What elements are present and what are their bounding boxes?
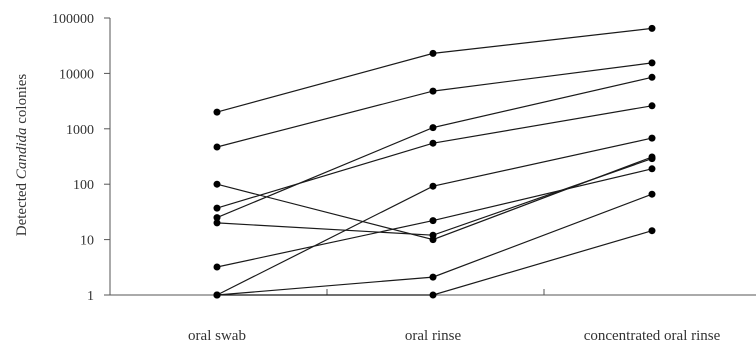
- category-labels: oral swab oral rinse concentrated oral rin…: [188, 328, 721, 344]
- data-point: [648, 190, 656, 198]
- data-point: [429, 273, 437, 281]
- data-point: [213, 108, 221, 116]
- y-axis-label-italic: Candida: [14, 128, 30, 180]
- data-point: [429, 291, 437, 299]
- data-point: [648, 227, 656, 235]
- data-point: [213, 263, 221, 271]
- category-label: oral rinse: [405, 328, 462, 344]
- data-point: [213, 219, 221, 227]
- data-point: [648, 165, 656, 173]
- data-point: [429, 49, 437, 57]
- data-point: [429, 231, 437, 239]
- y-tick-label: 10000: [59, 67, 94, 82]
- y-tick-label: 100000: [52, 12, 94, 27]
- data-point: [429, 217, 437, 225]
- y-tick-label: 1: [87, 289, 94, 304]
- data-point: [429, 124, 437, 132]
- data-point: [648, 102, 656, 110]
- data-point: [429, 139, 437, 147]
- data-point: [648, 155, 656, 163]
- data-point: [648, 73, 656, 81]
- data-point: [213, 143, 221, 151]
- y-tick-label: 10: [80, 234, 94, 249]
- series-line-3: [216, 76, 653, 219]
- data-point: [648, 134, 656, 142]
- data-point: [213, 180, 221, 188]
- series-line-5: [216, 137, 653, 296]
- y-axis-label-suffix: colonies: [14, 74, 30, 128]
- y-tick-label: 1000: [66, 123, 94, 138]
- data-point: [213, 204, 221, 212]
- y-tick-label: 100: [73, 178, 94, 193]
- data-point: [429, 87, 437, 95]
- svg-text:Detected Candida colonies: Detected Candida colonies: [14, 74, 30, 237]
- y-ticks: 1 10 100 1000 10000 100000: [52, 12, 110, 304]
- data-point: [648, 24, 656, 32]
- y-axis-label: Detected Candida colonies: [14, 74, 30, 237]
- category-label: concentrated oral rinse: [584, 328, 721, 344]
- series-group: [213, 24, 656, 299]
- y-axis-label-prefix: Detected: [14, 179, 30, 236]
- series-line-1: [216, 27, 653, 113]
- data-point: [429, 182, 437, 190]
- x-ticks: [326, 289, 545, 295]
- series-line-2: [216, 62, 653, 148]
- series-line-4: [216, 105, 653, 209]
- data-point: [213, 291, 221, 299]
- data-point: [213, 214, 221, 222]
- category-label: oral swab: [188, 328, 246, 344]
- data-point: [648, 59, 656, 67]
